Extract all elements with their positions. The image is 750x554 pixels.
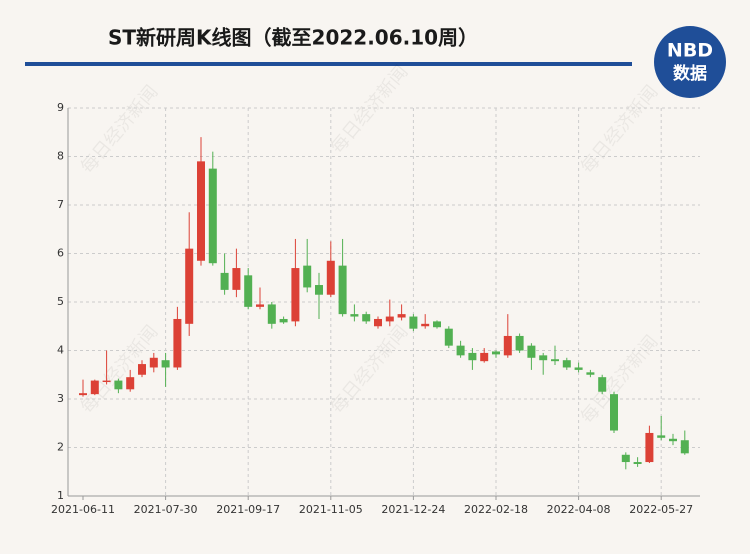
candle-body [326,260,335,295]
y-tick-label: 8 [57,150,64,163]
candle-body [149,357,158,368]
logo-text: NBD [667,40,713,62]
x-tick-label: 2021-12-24 [381,503,445,516]
candle-body [267,304,276,324]
candle-body [397,314,406,318]
candle-body [433,321,441,328]
y-tick-label: 9 [57,101,64,114]
candle-body [161,360,170,368]
x-tick-label: 2022-02-18 [464,503,528,516]
candle-body [244,275,253,307]
candle-body [515,335,524,351]
candle-body [669,438,677,442]
candle-body [645,432,654,463]
candle-body [303,265,312,288]
candle-body [291,268,300,322]
candle-body [208,168,217,264]
x-tick-label: 2021-09-17 [216,503,280,516]
title-rule [25,62,632,66]
candle-body [279,318,288,323]
y-tick-label: 1 [57,489,64,502]
watermark: 每日经济新闻 [77,82,163,178]
y-tick-label: 6 [57,247,64,260]
y-tick-label: 4 [57,344,64,357]
candle-body [185,248,194,324]
candle-body [680,440,689,454]
candle-body [657,435,666,438]
candle-body [610,394,618,431]
candle-body [421,323,430,327]
candle-body [621,454,630,463]
candle-body [126,377,135,390]
x-tick-label: 2021-11-05 [299,503,363,516]
logo-text: 数据 [673,63,707,84]
candle-body [586,372,595,375]
y-tick-label: 7 [57,198,64,211]
candle-body [385,316,394,322]
watermark: 每日经济新闻 [77,322,163,418]
candle-body [374,318,382,327]
candle-body [598,377,607,392]
candle-body [350,314,359,317]
candle-body [480,352,489,362]
candle-body [562,360,571,368]
candle-body [197,161,205,261]
candle-body [79,393,87,396]
watermark: 每日经济新闻 [577,332,663,428]
candle-body [539,355,548,361]
candle-body [90,380,99,395]
candle-body [492,351,500,355]
candle-body [362,314,371,322]
candle-body [220,272,229,290]
x-tick-label: 2021-06-11 [51,503,115,516]
candle-body [527,345,536,358]
candle-body [138,364,146,375]
candle-body [232,268,241,290]
x-tick-label: 2022-04-08 [547,503,611,516]
y-tick-label: 3 [57,392,64,405]
candle-body [114,380,123,390]
candle-body [409,316,418,329]
chart-title: ST新研周K线图（截至2022.06.10周） [108,26,478,50]
x-tick-label: 2022-05-27 [629,503,693,516]
candle-body [173,318,182,368]
candle-body [338,265,347,315]
y-tick-label: 2 [57,441,64,454]
candle-body [315,285,323,295]
logo [654,26,726,98]
y-tick-label: 5 [57,295,64,308]
watermark: 每日经济新闻 [327,322,413,418]
candle-body [551,359,559,362]
watermark: 每日经济新闻 [327,62,413,158]
candle-body [503,335,512,356]
watermark: 每日经济新闻 [577,82,663,178]
candle-body [256,304,264,307]
candle-body [574,367,583,370]
candle-body [102,380,111,383]
candle-body [468,352,477,361]
candle-body [444,328,453,346]
x-tick-label: 2021-07-30 [134,503,198,516]
candle-body [456,345,465,356]
candle-body [633,462,642,464]
